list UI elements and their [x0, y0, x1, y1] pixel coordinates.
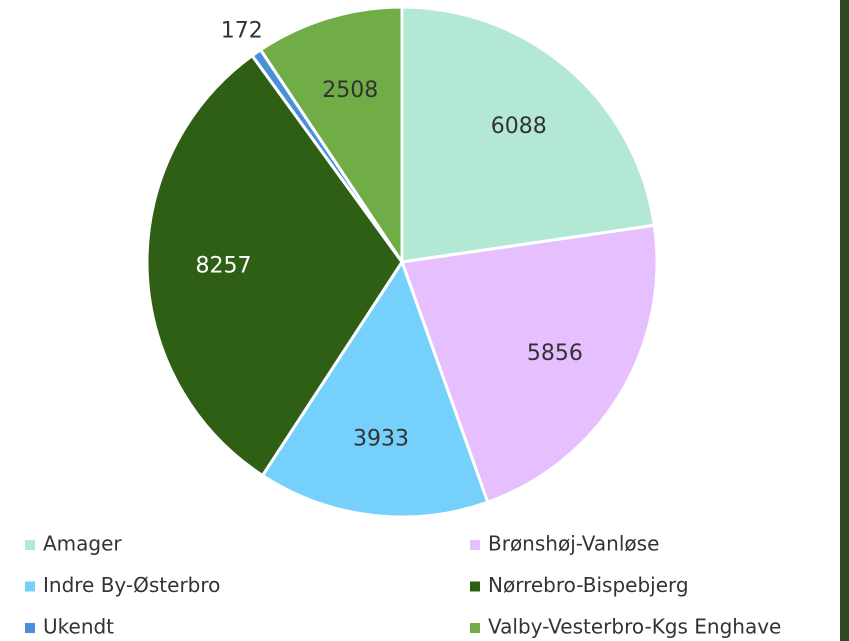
data-label: 6088	[491, 114, 547, 139]
pie-slice	[400, 5, 657, 264]
pie-slice	[258, 5, 404, 267]
pie-slice	[260, 258, 490, 519]
pie-slice	[399, 223, 659, 505]
data-label: 5856	[527, 341, 583, 366]
legend-marker	[25, 540, 35, 550]
background-image-edge	[840, 0, 849, 641]
legend-label: Indre By-Østerbro	[43, 573, 220, 597]
legend-label: Amager	[43, 532, 122, 556]
legend-marker	[470, 623, 480, 633]
data-label: 8257	[196, 253, 252, 278]
pie-slice	[145, 53, 404, 478]
legend-marker	[25, 581, 35, 592]
data-label: 2508	[322, 78, 378, 103]
data-label: 172	[221, 19, 263, 44]
data-label: 3933	[353, 426, 409, 451]
legend-label: Nørrebro-Bispebjerg	[488, 573, 689, 597]
legend-marker	[470, 581, 480, 592]
legend-label: Brønshøj-Vanløse	[488, 532, 659, 556]
legend-label: Ukendt	[43, 615, 114, 639]
legend-marker	[470, 540, 480, 550]
legend-marker	[25, 623, 35, 633]
legend-label: Valby-Vesterbro-Kgs Enghave	[488, 615, 781, 639]
